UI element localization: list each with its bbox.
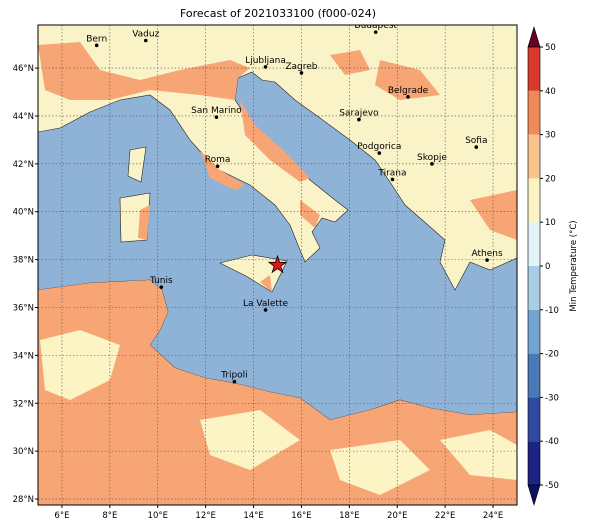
colorbar-label: Min Temperature (°C) [569,220,579,311]
colorbar-band [528,397,540,442]
colorbar-tick-label: -10 [545,306,559,316]
colorbar-band [528,441,540,485]
cool-patches [40,330,517,495]
colorbar-band [528,134,540,179]
colorbar-band [528,47,540,91]
city-label: Belgrade [388,86,429,96]
y-tick-label: 36°N [13,303,34,313]
city-label: Tunis [149,276,173,286]
city-dot [143,38,148,43]
city-dot [159,285,164,289]
city-label: Vaduz [132,30,159,40]
city-label: Bern [86,34,107,44]
x-tick-label: 10°E [148,511,168,521]
city-dot [232,379,237,384]
city-label: San Marino [191,106,242,116]
x-tick-label: 12°E [195,511,215,521]
city-label: Roma [205,155,231,165]
city-dot [215,164,220,169]
city-dot [373,30,378,34]
y-tick-label: 42°N [13,160,34,170]
colorbar-tick-label: 50 [545,43,556,53]
y-tick-label: 44°N [13,112,34,122]
colorbar-band [528,90,540,135]
colorbar-under [527,484,541,507]
city-label: Athens [471,249,502,259]
city-dot [94,43,99,48]
y-tick-label: 34°N [13,351,34,361]
axes: 6°E 8°E 10°E 12°E 14°E 16°E 18°E 20°E 22°E 24°E 28… [13,64,504,521]
city-label: Podgorica [357,142,401,152]
city-dot [214,115,219,119]
city-dot [485,258,489,262]
y-tick-label: 40°N [13,208,34,218]
colorbar-tick-label: 0 [545,262,550,272]
colorbar-band [528,353,540,398]
y-tick-label: 32°N [13,399,34,409]
y-tick-label: 28°N [13,495,34,505]
colorbar-band [528,266,540,310]
graticule [38,25,517,505]
x-tick-label: 22°E [435,511,455,521]
colorbar-tick-label: 40 [545,87,556,97]
colorbar-band [528,309,540,354]
x-tick-label: 8°E [102,511,117,521]
colorbar-tick-label: 20 [545,174,556,184]
city-dot [299,71,304,75]
city-label: Sofia [465,136,487,146]
x-tick-label: 6°E [54,511,69,521]
corsica [127,146,147,183]
city-dot [474,145,479,149]
y-tick-label: 46°N [13,64,34,74]
map-title: Forecast of 2021033100 (f000-024) [180,7,376,20]
city-dot [430,162,434,166]
map-frame [37,24,518,506]
city-label: Zagreb [285,62,317,72]
city-label: Tirana [377,168,406,178]
city-dot [377,151,382,155]
city-dot [357,117,361,122]
y-tick-label: 30°N [13,447,34,457]
city-dot [390,177,395,182]
city-label: La Valette [243,299,288,309]
city-label: Skopje [417,153,447,163]
x-tick-label: 18°E [339,511,359,521]
colorbar-band [528,178,540,223]
colorbar-tick-label: 30 [545,131,556,141]
colorbar-tick-label: 10 [545,218,556,228]
city-label: Sarajevo [339,109,379,119]
colorbar: -50 -40 -30 -20 -10 0 10 20 30 40 50 [527,25,559,507]
colorbar-band [528,222,540,266]
colorbar-tick-label: -30 [545,393,559,403]
location-star [267,254,288,274]
x-tick-label: 20°E [387,511,407,521]
city-dot [263,308,268,312]
x-tick-label: 16°E [291,511,311,521]
colorbar-tick-label: -50 [545,481,559,491]
y-tick-label: 38°N [13,256,34,266]
city-label: Ljubljana [245,56,286,66]
x-tick-label: 24°E [483,511,503,521]
colorbar-over [527,25,541,48]
colorbar-tick-label: -40 [545,437,559,447]
city-dot [263,65,268,69]
city-dot [406,95,410,99]
colorbar-tick-label: -20 [545,350,559,360]
city-label: Budapest [354,21,397,31]
city-label: Tripoli [220,371,248,381]
x-tick-label: 14°E [243,511,263,521]
